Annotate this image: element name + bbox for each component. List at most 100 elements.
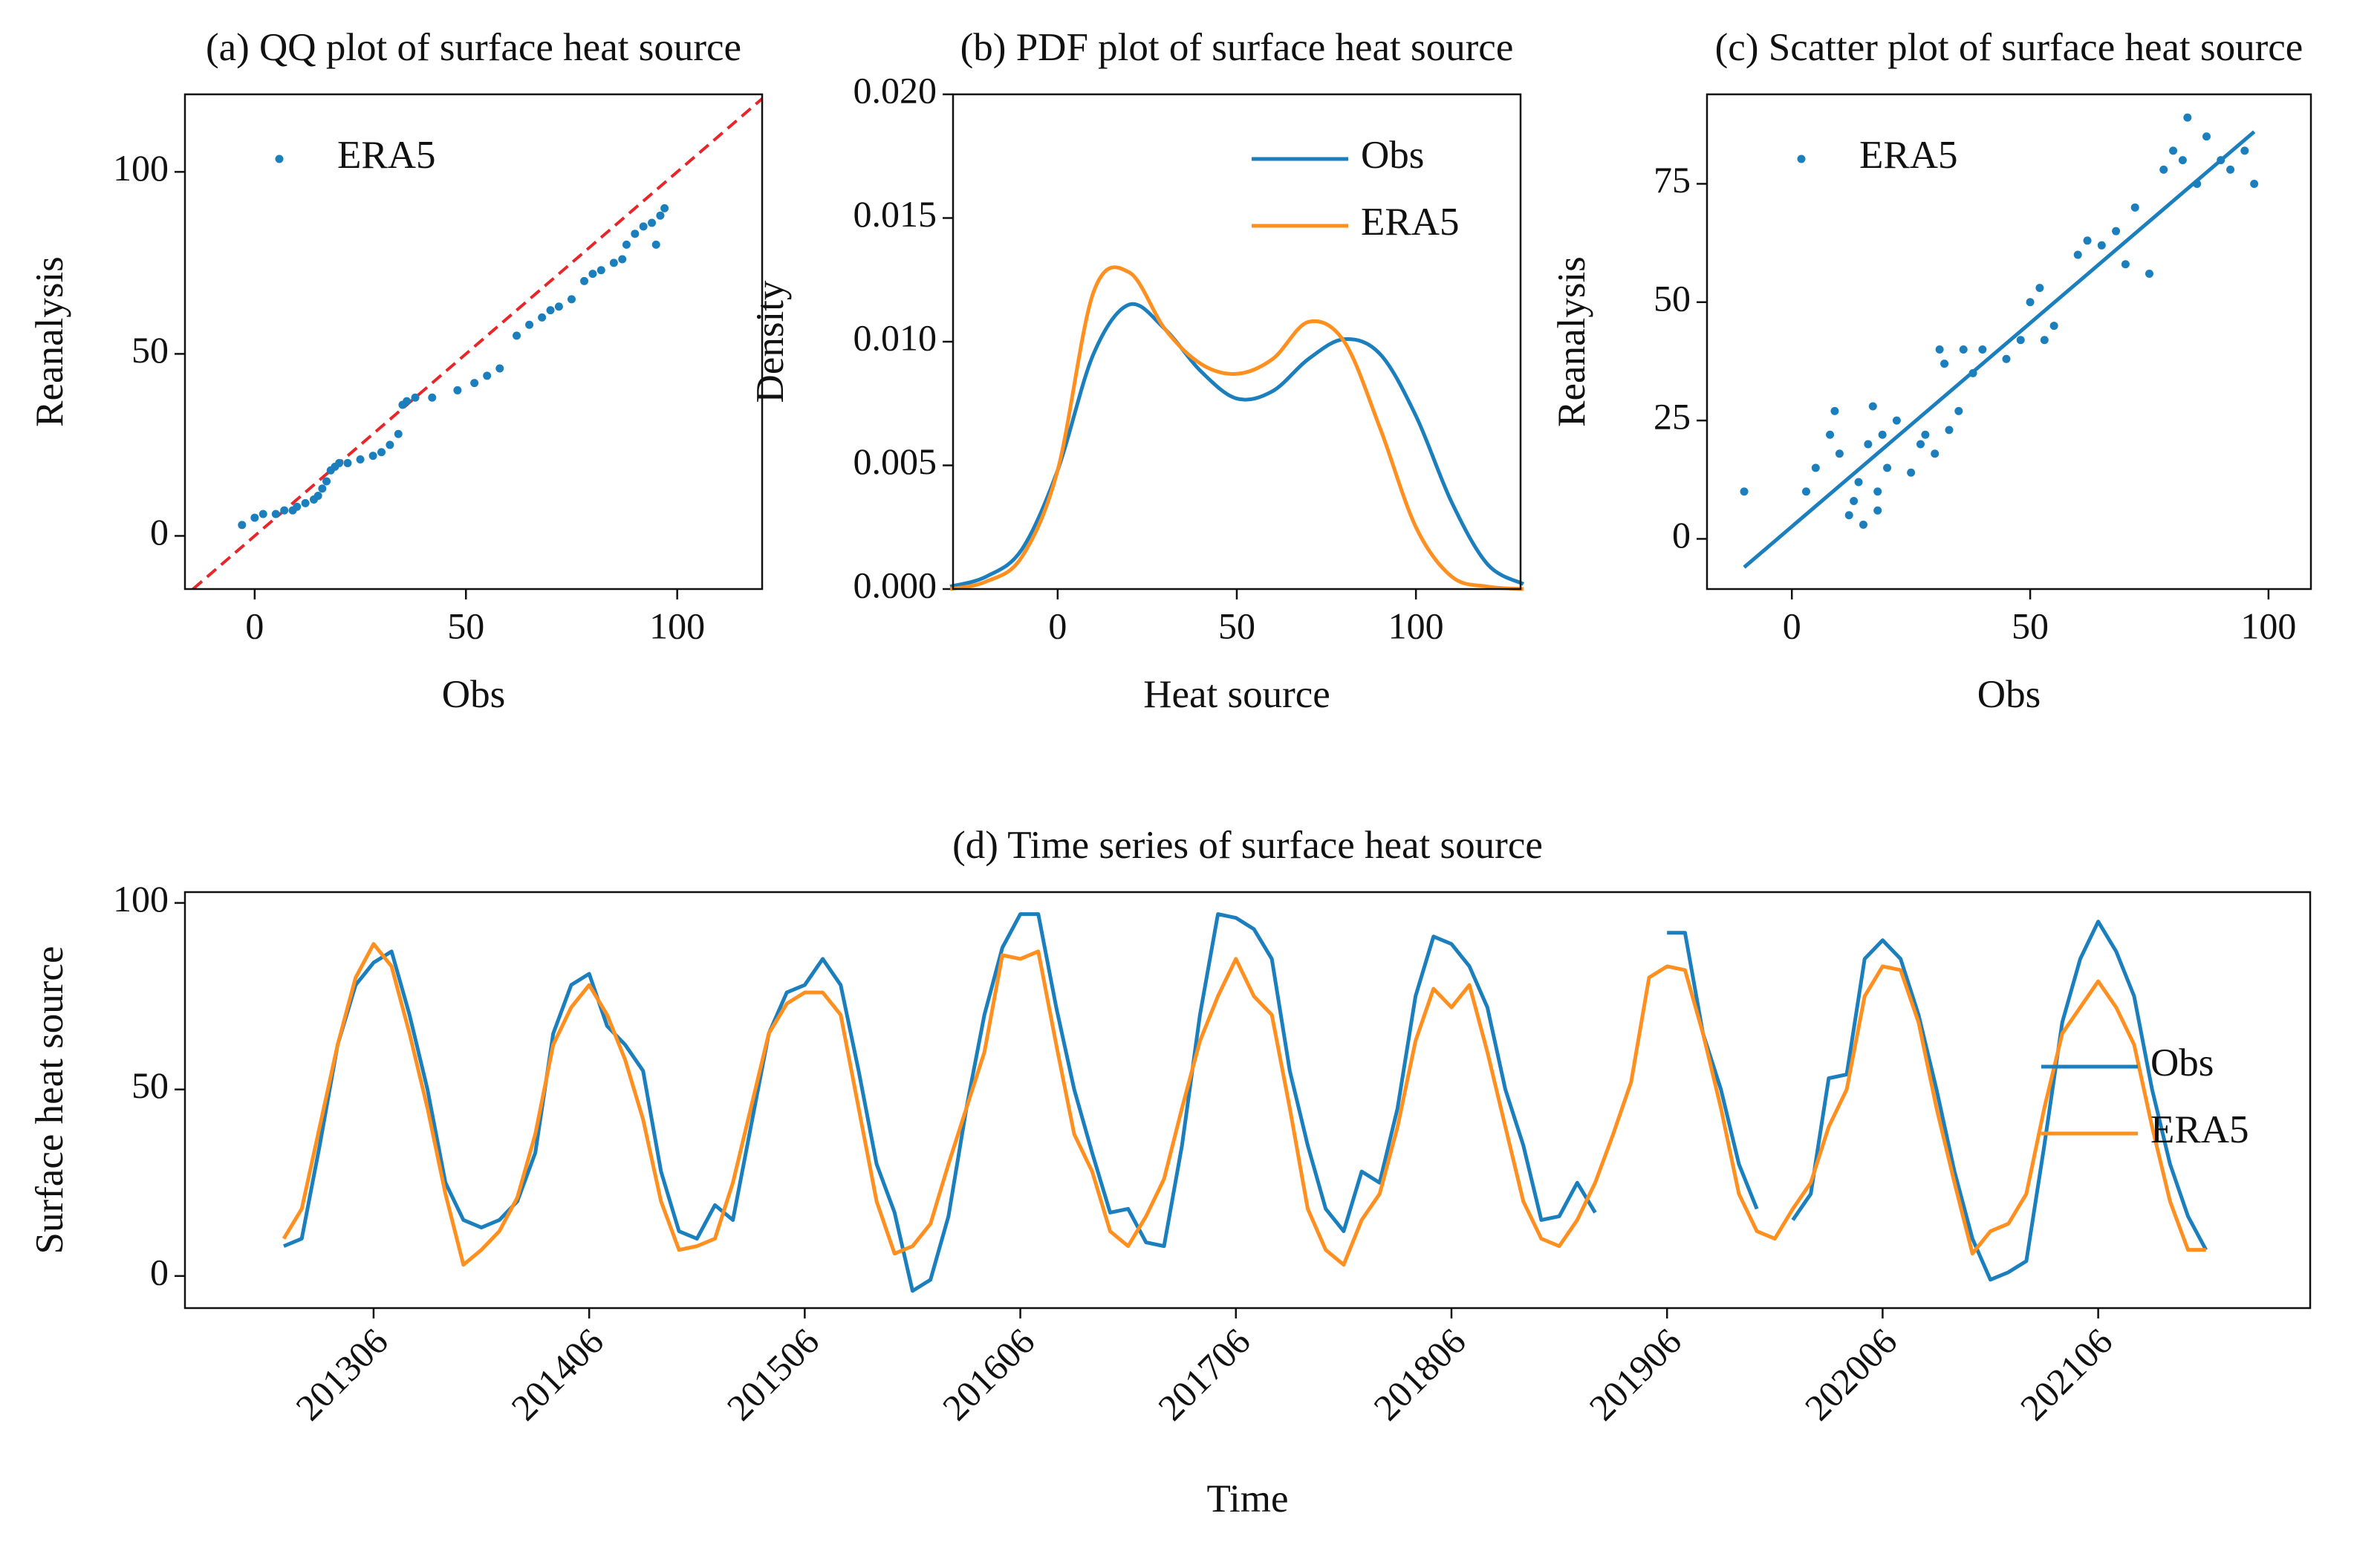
- point: [1945, 426, 1954, 435]
- y-axis-label: Density: [749, 280, 792, 403]
- point: [2145, 270, 2153, 279]
- x-axis-label: Obs: [1977, 673, 2041, 716]
- x-tick-label: 201306: [287, 1320, 396, 1428]
- y-tick-label: 25: [1654, 396, 1691, 438]
- point: [403, 397, 412, 406]
- x-axis-label: Heat source: [1143, 673, 1330, 716]
- axes-frame: [1706, 93, 2312, 591]
- point: [1850, 496, 1859, 505]
- point: [343, 458, 352, 467]
- x-tick-label: 0: [245, 605, 264, 646]
- x-axis-label: Time: [1207, 1477, 1289, 1521]
- point: [280, 506, 289, 515]
- point: [1878, 430, 1887, 439]
- point: [1921, 430, 1930, 439]
- y-tick-label: 0.010: [854, 316, 937, 358]
- x-tick-label: 201606: [934, 1320, 1043, 1428]
- point: [631, 230, 640, 238]
- point: [2083, 236, 2092, 245]
- series-line: [283, 912, 2208, 1293]
- point: [495, 364, 504, 373]
- point: [2169, 146, 2178, 155]
- point: [1959, 345, 1968, 354]
- point: [356, 455, 365, 464]
- point: [1801, 487, 1810, 496]
- y-tick-label: 0.015: [854, 193, 937, 235]
- chart-title: (b) PDF plot of surface heat source: [960, 26, 1514, 69]
- point: [1907, 468, 1916, 477]
- point: [525, 320, 534, 329]
- y-tick-label: 50: [131, 329, 169, 371]
- legend-label: Obs: [1361, 134, 1424, 177]
- point: [453, 386, 462, 394]
- point: [622, 240, 631, 249]
- x-tick-label: 50: [2012, 605, 2049, 646]
- point: [660, 204, 669, 212]
- point: [470, 379, 479, 388]
- point: [1931, 449, 1940, 458]
- y-tick-label: 100: [113, 147, 169, 189]
- point: [2183, 113, 2192, 122]
- series-line: [282, 942, 2206, 1267]
- point: [656, 211, 665, 220]
- x-tick-label: 100: [2240, 605, 2296, 646]
- y-tick-label: 0: [1672, 514, 1691, 556]
- point: [651, 240, 660, 249]
- y-tick-label: 100: [113, 878, 169, 920]
- point: [335, 458, 344, 467]
- y-tick-label: 0.005: [854, 440, 937, 482]
- point: [596, 266, 605, 275]
- point: [250, 513, 259, 522]
- x-tick-label: 201506: [719, 1320, 828, 1428]
- point: [301, 498, 310, 507]
- point: [2217, 156, 2225, 165]
- point: [483, 371, 492, 380]
- identity-line: [192, 97, 764, 591]
- point: [394, 429, 403, 438]
- point: [1873, 506, 1882, 515]
- x-tick-label: 201706: [1150, 1320, 1258, 1428]
- x-tick-label: 201806: [1365, 1320, 1474, 1428]
- point: [2159, 165, 2168, 174]
- point: [2097, 241, 2106, 250]
- x-tick-label: 50: [447, 605, 484, 646]
- point: [293, 502, 302, 511]
- point: [2130, 203, 2139, 212]
- point: [1826, 430, 1835, 439]
- point: [1844, 511, 1853, 520]
- legend-label: ERA5: [1361, 201, 1460, 244]
- point: [259, 510, 267, 518]
- point: [2002, 354, 2011, 363]
- point: [1935, 345, 1944, 354]
- point: [1859, 520, 1867, 529]
- x-tick-label: 201406: [503, 1320, 611, 1428]
- x-tick-label: 100: [1388, 605, 1444, 646]
- point: [2121, 260, 2130, 269]
- chart-title: (a) QQ plot of surface heat source: [206, 26, 741, 69]
- point: [2073, 250, 2082, 259]
- legend-label: ERA5: [2150, 1108, 2249, 1151]
- point: [1868, 402, 1877, 411]
- x-tick-label: 0: [1048, 605, 1067, 646]
- point: [1811, 464, 1820, 472]
- point: [609, 258, 618, 267]
- point: [618, 255, 627, 264]
- point: [2226, 165, 2235, 174]
- point: [2240, 146, 2249, 155]
- point: [2026, 298, 2035, 307]
- point: [1854, 478, 1863, 487]
- point: [2040, 336, 2049, 345]
- point: [588, 270, 597, 279]
- point: [538, 313, 547, 322]
- point: [1864, 440, 1873, 449]
- point: [1978, 345, 1987, 354]
- legend-label: ERA5: [1859, 134, 1958, 177]
- point: [1835, 449, 1844, 458]
- axes-frame: [183, 891, 2312, 1310]
- x-tick-label: 202106: [2012, 1320, 2121, 1428]
- chart-title: (c) Scatter plot of surface heat source: [1715, 26, 2303, 69]
- legend-label: Obs: [2150, 1041, 2214, 1084]
- point: [648, 218, 657, 227]
- point: [271, 510, 280, 518]
